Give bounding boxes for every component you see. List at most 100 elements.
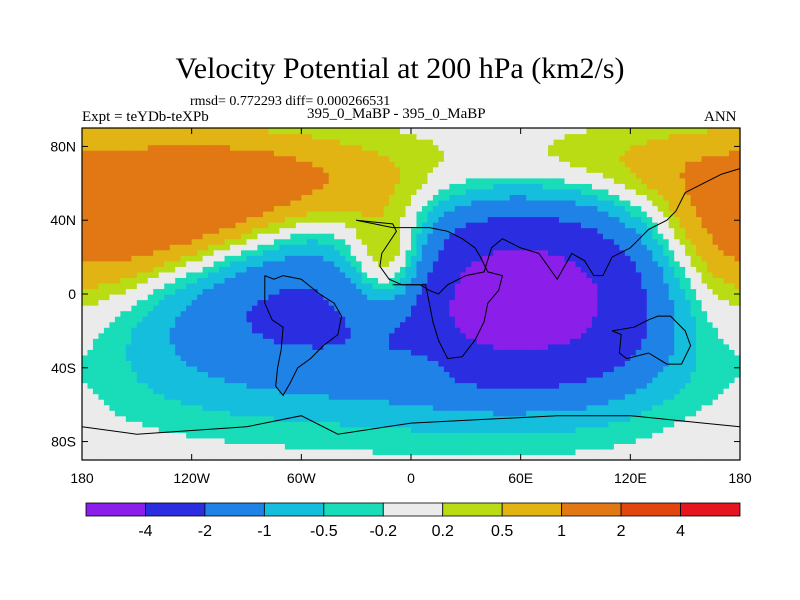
field-cell [136,354,143,361]
field-cell [136,183,143,190]
field-cell [153,177,160,184]
field-cell [339,399,346,406]
field-cell [257,443,264,450]
field-cell [339,410,346,417]
field-cell [213,437,220,444]
field-cell [186,244,193,251]
field-cell [262,343,270,350]
field-cell [520,382,527,389]
field-cell [169,399,176,406]
field-cell [356,238,363,245]
field-cell [268,454,275,461]
field-cell [114,393,121,400]
field-cell [175,199,182,207]
field-cell [443,249,450,256]
field-cell [372,415,379,422]
field-cell [306,183,313,190]
field-cell [389,371,396,378]
field-cell [509,255,516,262]
field-cell [509,249,516,256]
field-cell [251,249,259,256]
field-cell [251,255,259,262]
field-cell [230,310,237,317]
field-cell [323,415,330,422]
field-cell [268,216,275,223]
field-cell [367,144,374,151]
field-cell [443,437,450,444]
field-cell [87,150,94,157]
field-cell [520,172,527,179]
field-cell [82,399,89,406]
field-cell [164,354,171,361]
field-cell [361,255,368,262]
field-cell [498,166,505,173]
field-cell [262,199,270,207]
field-cell [197,282,204,290]
field-cell [246,415,253,422]
field-cell [224,172,231,179]
field-cell [82,432,89,439]
field-cell [268,172,275,179]
field-cell [87,249,94,256]
field-cell [367,166,374,173]
field-cell [361,227,368,234]
field-cell [345,305,352,312]
field-cell [449,393,456,400]
field-cell [312,410,319,417]
field-cell [515,172,522,179]
field-cell [411,443,418,450]
field-cell [372,238,379,245]
field-cell [531,244,538,251]
field-cell [405,150,412,157]
field-cell [246,426,253,433]
field-cell [515,305,522,312]
field-cell [378,349,385,356]
field-cell [438,410,445,417]
field-cell [279,155,286,162]
field-cell [87,426,94,433]
field-cell [443,211,450,218]
field-cell [454,177,461,184]
field-cell [498,233,505,240]
field-cell [339,454,346,461]
field-cell [520,437,527,444]
field-cell [109,282,116,290]
field-cell [158,399,165,406]
field-cell [241,282,248,290]
field-cell [383,327,390,334]
field-cell [131,233,138,240]
field-cell [82,216,89,223]
field-cell [432,139,440,146]
field-cell [191,332,198,339]
field-cell [411,332,418,339]
field-cell [191,277,198,284]
field-cell [197,238,204,245]
field-cell [169,177,176,184]
field-cell [251,377,259,384]
field-cell [279,415,286,422]
field-cell [175,277,182,284]
field-cell [295,399,302,406]
field-cell [350,249,357,256]
field-cell [230,399,237,406]
field-cell [482,205,489,212]
field-cell [241,388,248,395]
field-cell [175,227,182,234]
field-cell [92,316,100,323]
field-cell [526,172,533,179]
field-cell [153,294,160,301]
field-cell [175,410,182,417]
field-cell [411,188,418,195]
field-cell [432,349,440,356]
field-cell [92,443,100,450]
field-cell [87,233,94,240]
field-cell [235,294,242,301]
field-cell [504,327,511,334]
field-cell [372,128,379,135]
field-cell [295,371,302,378]
field-cell [432,437,440,444]
field-cell [142,354,149,361]
field-cell [224,260,231,267]
field-cell [92,199,100,207]
field-cell [191,128,198,135]
